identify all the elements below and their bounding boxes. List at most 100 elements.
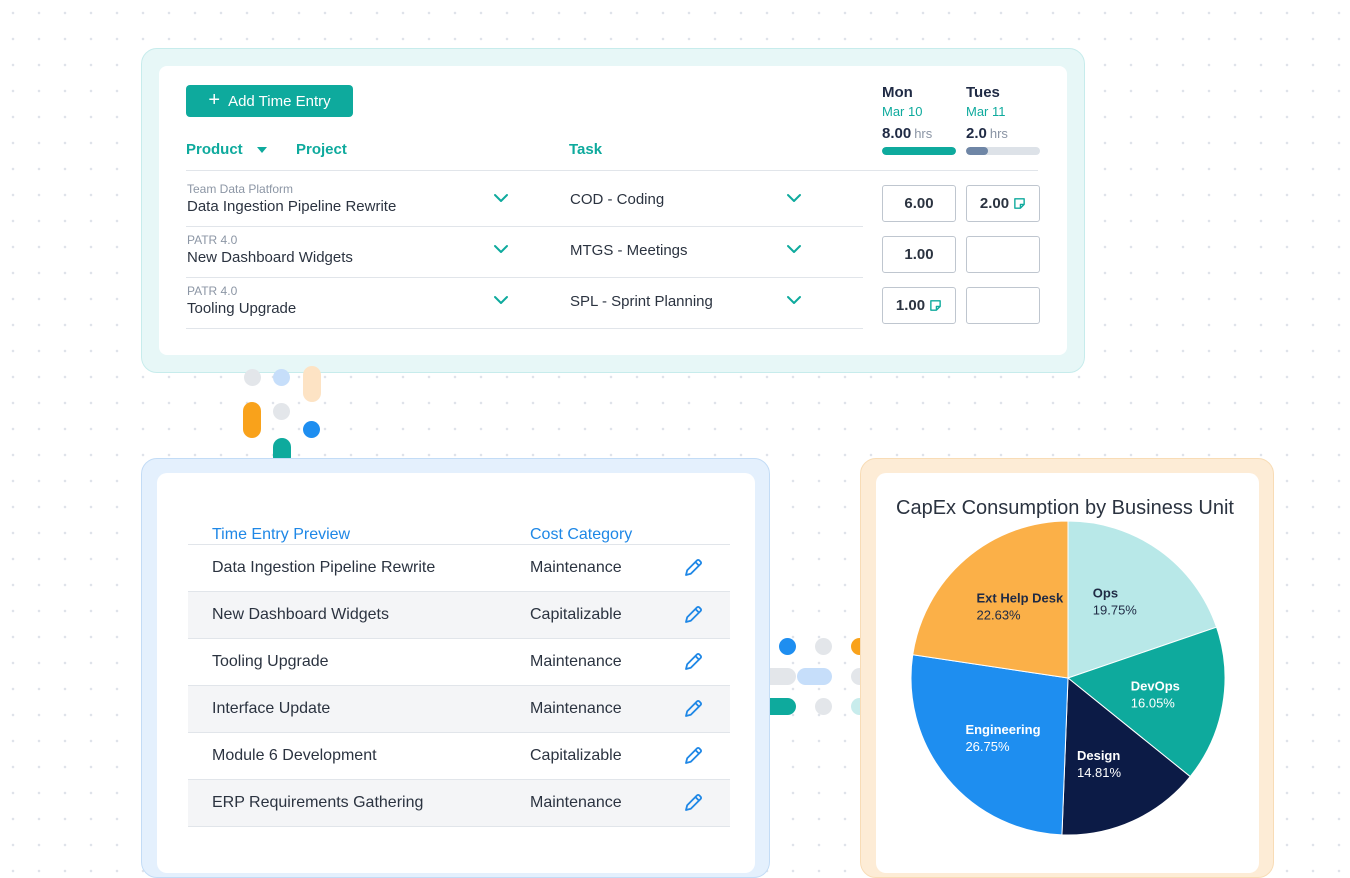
decorative-dot — [779, 638, 796, 655]
pencil-icon[interactable] — [682, 698, 704, 720]
pencil-icon[interactable] — [682, 745, 704, 767]
plus-icon: + — [208, 89, 221, 111]
pie-slice-design — [1061, 676, 1191, 836]
add-time-entry-label: Add Time Entry — [228, 92, 331, 110]
preview-entry-name: New Dashboard Widgets — [212, 606, 389, 623]
task-name: SPL - Sprint Planning — [570, 293, 713, 310]
decorative-pill — [762, 668, 796, 685]
time-entry-preview-card: Time Entry Preview Cost Category Data In… — [141, 458, 770, 878]
chevron-down-icon[interactable] — [493, 241, 509, 257]
day-column-tues: Tues Mar 11 2.0 hrs — [966, 84, 1046, 155]
preview-row: New Dashboard Widgets Capitalizable — [188, 591, 730, 638]
capex-chart-card: CapEx Consumption by Business Unit Ops 19… — [860, 458, 1274, 878]
time-entry-row: PATR 4.0 Tooling Upgrade SPL - Sprint Pl… — [159, 278, 1067, 329]
capex-chart-panel: CapEx Consumption by Business Unit Ops 19… — [876, 473, 1259, 873]
preview-row: Data Ingestion Pipeline Rewrite Maintena… — [188, 544, 730, 591]
preview-header-name: Time Entry Preview — [212, 526, 351, 543]
day-name: Mon — [882, 84, 913, 101]
pie-chart: Ops 19.75% DevOps 16.05% Design 14.81% Enginee… — [910, 520, 1226, 836]
pie-slice-value: 19.75% — [1093, 602, 1138, 617]
note-icon[interactable] — [929, 299, 942, 312]
decorative-pill — [303, 366, 321, 402]
day-progress-fill — [966, 147, 989, 155]
pie-slice-label: Ext Help Desk — [977, 591, 1064, 606]
note-icon[interactable] — [1013, 197, 1026, 210]
pencil-icon[interactable] — [682, 792, 704, 814]
mon-hours-input[interactable]: 1.00 — [882, 236, 956, 273]
day-column-mon: Mon Mar 10 8.00 hrs — [882, 84, 962, 155]
decorative-dot — [815, 698, 832, 715]
header-divider — [186, 170, 1038, 171]
day-date: Mar 10 — [882, 104, 923, 119]
preview-entry-name: Tooling Upgrade — [212, 653, 329, 670]
pie-slice-label: Engineering — [965, 722, 1040, 737]
column-header-task: Task — [569, 141, 603, 158]
time-entry-panel: + Add Time Entry Product Project Task Mo… — [159, 66, 1067, 355]
day-progress-bar — [966, 147, 1040, 155]
task-name: COD - Coding — [570, 191, 665, 208]
day-total-hours: 2.0 hrs — [966, 125, 1008, 142]
preview-entry-name: Interface Update — [212, 700, 331, 717]
preview-bottom-divider — [188, 826, 730, 827]
tue-hours-input[interactable] — [966, 236, 1040, 273]
preview-row: Module 6 Development Capitalizable — [188, 732, 730, 779]
pie-slice-value: 14.81% — [1077, 765, 1122, 780]
day-progress-fill — [882, 147, 956, 155]
chart-title: CapEx Consumption by Business Unit — [896, 497, 1234, 519]
pie-slice-label: Design — [1077, 748, 1120, 763]
preview-row: Interface Update Maintenance — [188, 685, 730, 732]
chevron-down-icon[interactable] — [786, 241, 802, 257]
day-total-hours: 8.00 hrs — [882, 125, 933, 142]
pie-slice-ext-help-desk — [912, 520, 1069, 679]
decorative-pill — [797, 668, 832, 685]
pencil-icon[interactable] — [682, 604, 704, 626]
project-name: Data Ingestion Pipeline Rewrite — [187, 198, 397, 215]
mon-hours-input[interactable]: 6.00 — [882, 185, 956, 222]
chevron-down-icon[interactable] — [786, 292, 802, 308]
chevron-down-icon[interactable] — [493, 190, 509, 206]
product-name: PATR 4.0 — [187, 284, 238, 298]
decorative-dot — [273, 403, 290, 420]
decorative-dot — [273, 369, 290, 386]
preview-entry-category: Maintenance — [530, 700, 622, 717]
time-entry-row: PATR 4.0 New Dashboard Widgets MTGS - Me… — [159, 227, 1067, 278]
pie-slice-engineering — [910, 654, 1069, 836]
column-header-product[interactable]: Product — [186, 141, 267, 158]
decorative-dot — [815, 638, 832, 655]
row-divider — [186, 277, 863, 278]
preview-entry-name: Module 6 Development — [212, 747, 377, 764]
project-name: Tooling Upgrade — [187, 300, 297, 317]
pie-slice-devops — [1066, 626, 1226, 778]
tue-hours-input[interactable]: 2.00 — [966, 185, 1040, 222]
project-name: New Dashboard Widgets — [187, 249, 353, 266]
preview-entry-category: Maintenance — [530, 653, 622, 670]
tue-hours-input[interactable] — [966, 287, 1040, 324]
preview-header-category: Cost Category — [530, 526, 633, 543]
preview-row: ERP Requirements Gathering Maintenance — [188, 779, 730, 826]
decorative-dot — [303, 421, 320, 438]
preview-row: Tooling Upgrade Maintenance — [188, 638, 730, 685]
mon-hours-input[interactable]: 1.00 — [882, 287, 956, 324]
decorative-pill — [243, 402, 261, 438]
day-progress-bar — [882, 147, 956, 155]
time-entry-card: + Add Time Entry Product Project Task Mo… — [141, 48, 1085, 373]
preview-entry-name: Data Ingestion Pipeline Rewrite — [212, 559, 436, 576]
day-name: Tues — [966, 84, 1000, 101]
preview-entry-category: Capitalizable — [530, 606, 622, 623]
row-divider — [186, 328, 863, 329]
task-name: MTGS - Meetings — [570, 242, 688, 259]
row-divider — [186, 226, 863, 227]
pie-slice-ops — [1067, 520, 1218, 679]
add-time-entry-button[interactable]: + Add Time Entry — [186, 85, 353, 117]
preview-entry-category: Maintenance — [530, 794, 622, 811]
pencil-icon[interactable] — [682, 651, 704, 673]
preview-entry-category: Capitalizable — [530, 747, 622, 764]
chevron-down-icon[interactable] — [493, 292, 509, 308]
day-date: Mar 11 — [966, 104, 1006, 119]
chevron-down-icon[interactable] — [786, 190, 802, 206]
pie-slice-value: 16.05% — [1131, 695, 1176, 710]
decorative-dot — [244, 369, 261, 386]
product-name: PATR 4.0 — [187, 233, 238, 247]
time-entry-row: Team Data Platform Data Ingestion Pipeli… — [159, 176, 1067, 227]
pencil-icon[interactable] — [682, 557, 704, 579]
